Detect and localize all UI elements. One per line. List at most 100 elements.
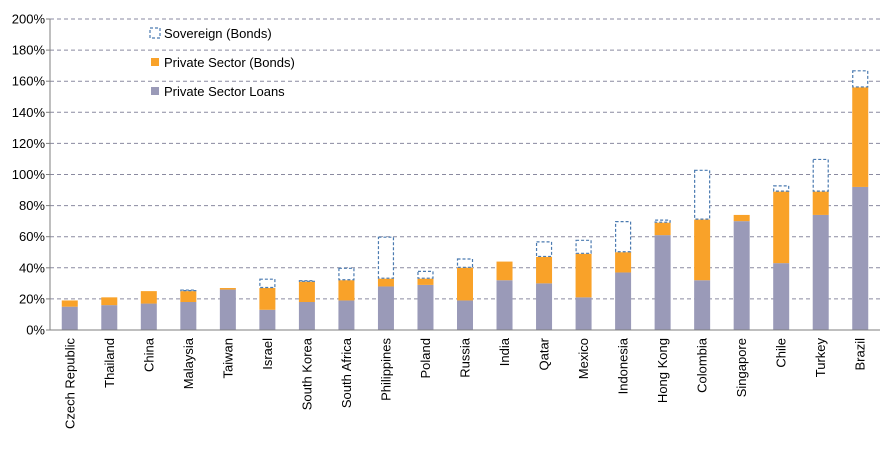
bar-sovereign-bonds [377, 236, 395, 279]
legend-label: Sovereign (Bonds) [164, 26, 272, 41]
bar-private-sector-loans [773, 263, 790, 330]
bar-sovereign-bonds [180, 289, 197, 292]
x-category-label: Turkey [813, 338, 828, 378]
bar-private-sector-loans [536, 283, 553, 330]
bar-sovereign-bonds [298, 280, 316, 282]
x-category-label: China [141, 337, 156, 372]
x-category-label: South Africa [339, 337, 354, 408]
bar-private-sector-bonds [536, 256, 553, 284]
bar-private-sector-loans [377, 286, 394, 330]
x-category-label: Mexico [576, 338, 591, 379]
bar-private-sector-bonds [101, 297, 118, 306]
x-category-label: Hong Kong [655, 338, 670, 403]
x-category-label: Israel [260, 338, 275, 370]
bar-sovereign-bonds [773, 185, 790, 192]
bar-private-sector-bonds [773, 191, 790, 264]
legend: Sovereign (Bonds) Private Sector (Bonds) P… [149, 26, 295, 99]
x-category-label: Czech Republic [62, 338, 77, 430]
bar-sovereign-bonds [535, 241, 553, 258]
x-category-label: Chile [774, 338, 789, 368]
bar-sovereign-bonds [338, 267, 355, 281]
bar-sovereign-bonds [417, 270, 434, 279]
bar-private-sector-bonds [180, 291, 197, 303]
y-tick-label: 160% [12, 74, 46, 89]
bar-sovereign-bonds [654, 219, 671, 223]
bar-sovereign-bonds [575, 239, 592, 254]
bar-private-sector-loans [852, 186, 869, 330]
bar-private-sector-loans [298, 302, 315, 330]
x-axis-categories: Czech Republic Thailand China Malaysia Taiwa… [62, 337, 867, 429]
x-category-label: Brazil [853, 338, 868, 371]
bar-sovereign-bonds [456, 258, 474, 268]
y-tick-label: 120% [12, 136, 46, 151]
bar-private-sector-bonds [457, 267, 473, 301]
bar-sovereign-bonds [812, 158, 829, 192]
bar-private-sector-loans [219, 289, 236, 330]
bar-private-sector-loans [180, 302, 197, 330]
y-tick-label: 0% [26, 323, 45, 338]
bar-private-sector-loans [61, 306, 78, 330]
x-category-label: India [497, 337, 512, 366]
bar-sovereign-bonds [614, 221, 632, 253]
bar-private-sector-loans [259, 309, 276, 330]
bar-private-sector-bonds [575, 253, 592, 298]
bar-private-sector-bonds [140, 291, 157, 304]
bar-private-sector-loans [101, 305, 118, 330]
bars [61, 70, 869, 330]
x-category-label: Philippines [378, 338, 393, 401]
legend-swatch-private-sector-loans [151, 87, 159, 95]
bar-private-sector-bonds [812, 191, 829, 215]
bar-private-sector-loans [615, 272, 632, 330]
y-tick-label: 140% [12, 105, 46, 120]
x-category-label: Singapore [734, 338, 749, 397]
legend-label: Private Sector Loans [164, 84, 285, 99]
bar-private-sector-loans [694, 280, 711, 330]
y-axis-ticks: 0% 20% 40% 60% 80% 100% 120% 140% 160% 180% 200% [12, 12, 50, 338]
bar-private-sector-loans [457, 300, 473, 330]
bar-sovereign-bonds [259, 278, 276, 289]
y-tick-label: 20% [19, 291, 45, 306]
bar-private-sector-bonds [61, 300, 78, 307]
bar-private-sector-loans [140, 303, 157, 330]
bar-private-sector-bonds [338, 280, 355, 301]
bar-sovereign-bonds [694, 169, 711, 220]
legend-label: Private Sector (Bonds) [164, 55, 295, 70]
bar-sovereign-bonds [852, 70, 869, 88]
bar-private-sector-bonds [298, 281, 315, 303]
bar-private-sector-loans [733, 221, 750, 330]
bar-private-sector-bonds [219, 288, 236, 290]
bar-private-sector-bonds [496, 261, 513, 281]
y-tick-label: 180% [12, 43, 46, 58]
bar-private-sector-bonds [654, 222, 671, 236]
bar-private-sector-loans [654, 235, 671, 330]
legend-swatch-sovereign-bonds [149, 27, 161, 39]
bar-private-sector-loans [417, 284, 434, 330]
x-category-label: Russia [458, 337, 473, 378]
bar-private-sector-bonds [417, 278, 434, 285]
legend-swatch-private-sector-bonds [151, 58, 159, 66]
x-category-label: Indonesia [616, 337, 631, 394]
bar-private-sector-loans [575, 297, 592, 330]
x-category-label: South Korea [299, 337, 314, 410]
bar-private-sector-loans [338, 300, 355, 330]
y-tick-label: 40% [19, 260, 45, 275]
y-tick-label: 100% [12, 167, 46, 182]
y-tick-label: 80% [19, 198, 45, 213]
y-tick-label: 60% [19, 229, 45, 244]
bar-private-sector-bonds [694, 219, 711, 281]
x-category-label: Colombia [695, 337, 710, 393]
bar-private-sector-loans [812, 214, 829, 330]
x-category-label: Qatar [537, 337, 552, 370]
x-category-label: Poland [418, 338, 433, 378]
bar-private-sector-loans [496, 280, 513, 330]
y-tick-label: 200% [12, 12, 46, 27]
x-category-label: Thailand [102, 338, 117, 388]
bar-private-sector-bonds [615, 252, 632, 273]
bar-private-sector-bonds [733, 214, 750, 222]
bar-private-sector-bonds [377, 278, 394, 287]
x-category-label: Malaysia [181, 337, 196, 389]
bar-private-sector-bonds [259, 288, 276, 310]
x-category-label: Taiwan [220, 338, 235, 378]
bar-private-sector-bonds [852, 87, 869, 187]
